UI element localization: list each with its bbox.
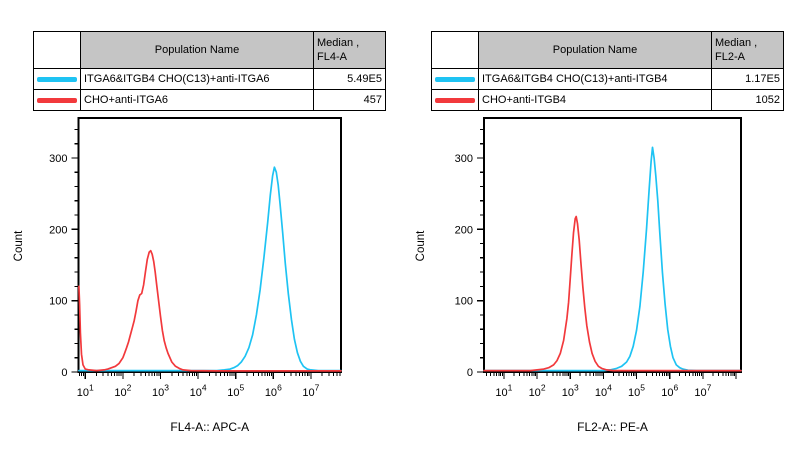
- legend-header-row: Population Name Median , FL2-A: [431, 31, 784, 69]
- x-tick-label: 104: [595, 383, 612, 400]
- color-swatch-cell: [33, 68, 81, 90]
- population-name-header: Population Name: [80, 31, 314, 69]
- median-header-line1: Median ,: [317, 36, 360, 49]
- y-axis-title: Count: [13, 230, 25, 261]
- x-tick-label: 103: [152, 383, 169, 400]
- population-row[interactable]: CHO+anti-ITGA6 457: [33, 89, 386, 111]
- population-row[interactable]: ITGA6&ITGB4 CHO(C13)+anti-ITGB4 1.17E5: [431, 68, 784, 90]
- histogram-curve-red: [483, 215, 742, 372]
- legend-table-right[interactable]: Population Name Median , FL2-A ITGA6&ITG…: [431, 31, 784, 111]
- x-tick-label: 106: [661, 383, 678, 400]
- y-tick-label: 0: [467, 367, 473, 379]
- x-axis-title: FL4-A:: APC-A: [170, 420, 249, 434]
- x-tick-label: 101: [495, 383, 512, 400]
- histogram-plot[interactable]: 0 100 200 300 101 102 103 104 105 106 107 Count FL2-…: [415, 117, 742, 434]
- histogram-curve-red: [78, 249, 342, 372]
- y-tick-label: 100: [455, 296, 473, 308]
- legend-table-left[interactable]: Population Name Median , FL4-A ITGA6&ITG…: [33, 31, 386, 111]
- legend-header-row: Population Name Median , FL4-A: [33, 31, 386, 69]
- population-row[interactable]: ITGA6&ITGB4 CHO(C13)+anti-ITGA6 5.49E5: [33, 68, 386, 90]
- plot-frame: [77, 117, 342, 373]
- histogram-plot[interactable]: 0 100 200 300 101 102 103 104 105 106 107 Count FL4-…: [13, 117, 342, 434]
- x-tick-label: 103: [562, 383, 579, 400]
- population-row[interactable]: CHO+anti-ITGB4 1052: [431, 89, 784, 111]
- x-axis-title: FL2-A:: PE-A: [577, 420, 648, 434]
- population-name-cell: ITGA6&ITGB4 CHO(C13)+anti-ITGA6: [80, 68, 314, 90]
- median-value-cell: 457: [313, 89, 386, 111]
- red-swatch: [37, 97, 77, 103]
- histogram-curve-cyan: [483, 146, 742, 372]
- x-tick-label: 105: [227, 383, 244, 400]
- color-swatch-cell: [431, 68, 479, 90]
- cyan-swatch: [435, 76, 475, 82]
- y-tick-label: 200: [49, 224, 67, 236]
- median-header-line2: FL4-A: [317, 51, 347, 63]
- x-tick-label: 102: [114, 383, 131, 400]
- x-tick-label: 104: [190, 383, 207, 400]
- population-name-cell: CHO+anti-ITGA6: [80, 89, 314, 111]
- histogram-curve-cyan: [78, 166, 342, 372]
- red-swatch: [435, 97, 475, 103]
- color-swatch-cell: [431, 89, 479, 111]
- y-tick-label: 300: [455, 153, 473, 165]
- median-value-cell: 5.49E5: [313, 68, 386, 90]
- y-tick-label: 100: [49, 296, 67, 308]
- y-tick-label: 300: [49, 153, 67, 165]
- x-tick-label: 106: [265, 383, 282, 400]
- x-tick-label: 107: [694, 383, 711, 400]
- legend-corner-cell: [33, 31, 81, 69]
- cyan-swatch: [37, 76, 77, 82]
- y-tick-label: 200: [455, 224, 473, 236]
- median-header: Median , FL2-A: [711, 31, 784, 69]
- x-tick-label: 101: [77, 383, 94, 400]
- median-value-cell: 1.17E5: [711, 68, 784, 90]
- legend-corner-cell: [431, 31, 479, 69]
- median-header: Median , FL4-A: [313, 31, 386, 69]
- x-tick-label: 105: [628, 383, 645, 400]
- median-header-line1: Median ,: [715, 36, 758, 49]
- population-name-cell: CHO+anti-ITGB4: [478, 89, 712, 111]
- population-name-header: Population Name: [478, 31, 712, 69]
- median-header-line2: FL2-A: [715, 51, 745, 63]
- x-tick-label: 102: [529, 383, 546, 400]
- color-swatch-cell: [33, 89, 81, 111]
- population-name-cell: ITGA6&ITGB4 CHO(C13)+anti-ITGB4: [478, 68, 712, 90]
- plot-frame: [483, 117, 742, 373]
- y-axis-title: Count: [415, 230, 427, 261]
- median-value-cell: 1052: [711, 89, 784, 111]
- x-tick-label: 107: [302, 383, 319, 400]
- y-tick-label: 0: [61, 367, 67, 379]
